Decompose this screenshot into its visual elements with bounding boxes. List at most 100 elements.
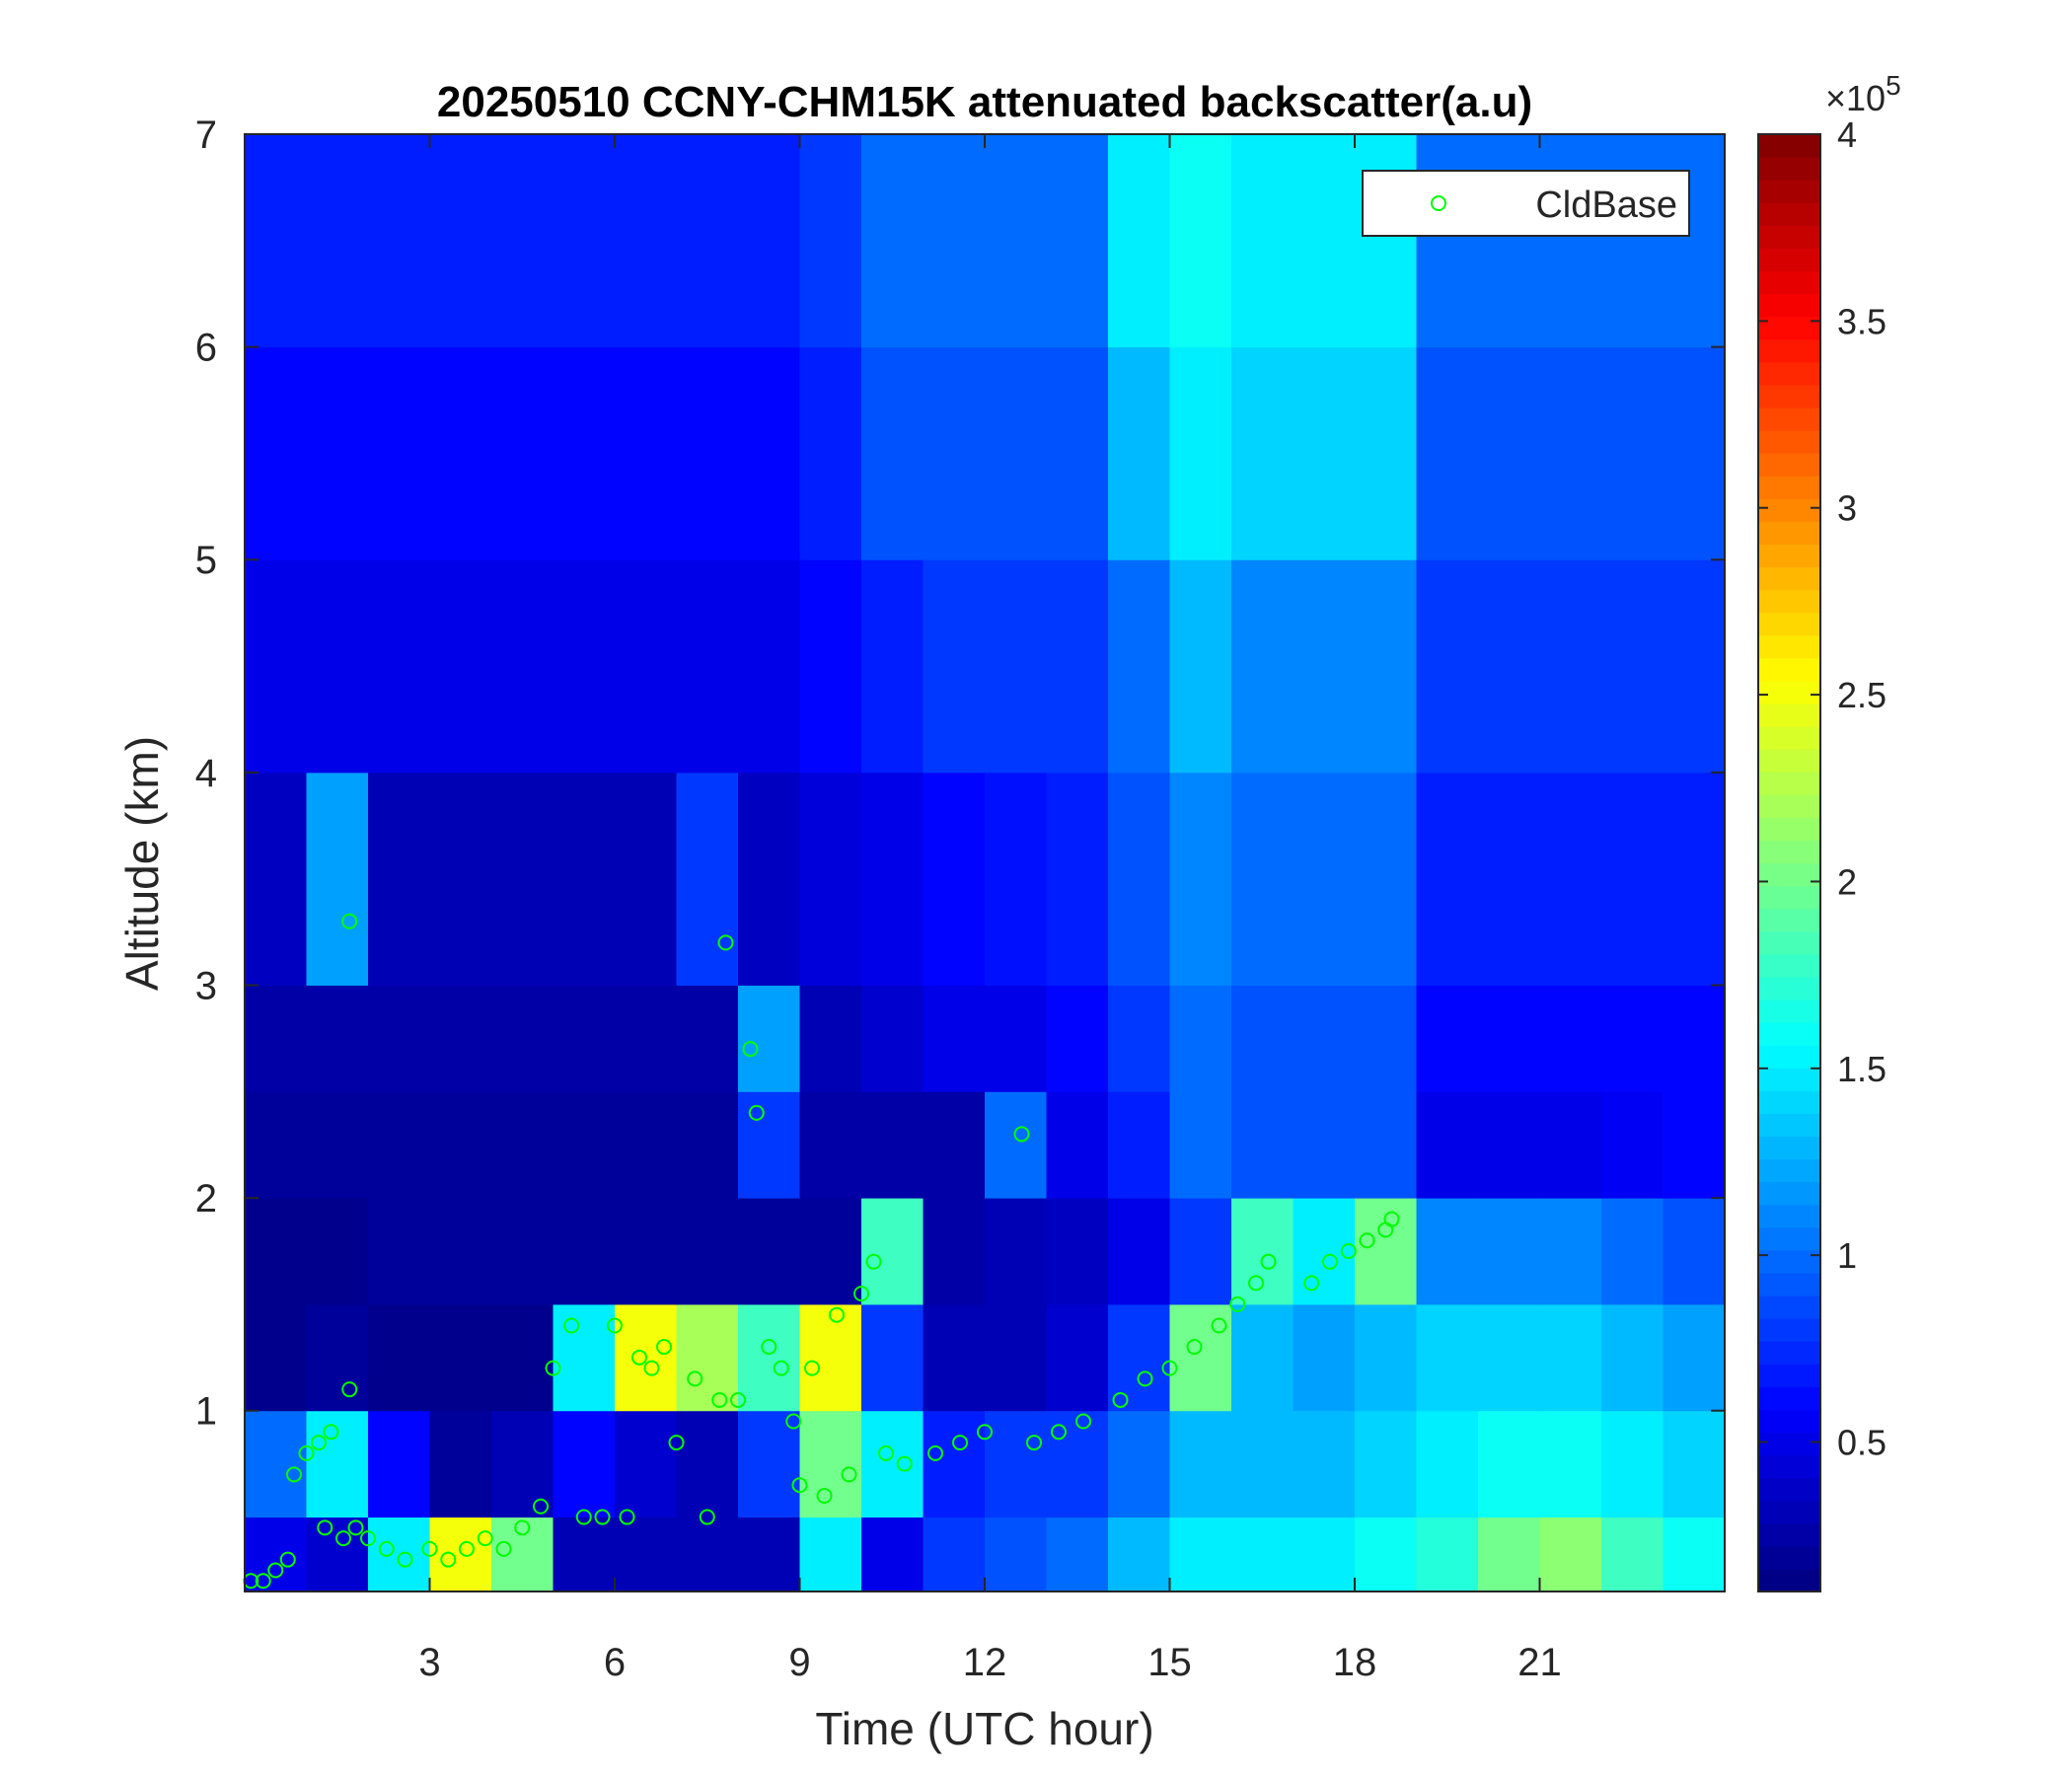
heatmap-cell — [553, 346, 616, 560]
heatmap-cell — [1293, 346, 1356, 560]
cloud-base-point — [952, 1435, 968, 1451]
colorbar-segment — [1758, 1226, 1820, 1251]
heatmap-cell — [1478, 559, 1540, 774]
colorbar-segment — [1758, 498, 1820, 522]
heatmap-cell — [553, 134, 616, 348]
heatmap-cell — [245, 1303, 307, 1412]
heatmap-cell — [553, 1517, 616, 1592]
colorbar-segment — [1758, 1500, 1820, 1524]
heatmap-cell — [1663, 772, 1726, 986]
heatmap-cell — [923, 346, 986, 560]
colorbar-segment — [1758, 885, 1820, 910]
cloud-base-point — [1303, 1275, 1320, 1292]
colorbar-segment — [1758, 521, 1820, 546]
heatmap-cell — [491, 985, 554, 1092]
heatmap-cell — [615, 1198, 677, 1305]
heatmap-cell — [738, 1303, 800, 1412]
y-tick-label: 2 — [195, 1177, 217, 1221]
colorbar-segment — [1758, 1249, 1820, 1274]
heatmap-cell — [1539, 1303, 1602, 1412]
cloud-base-point — [829, 1306, 845, 1323]
cloud-base-point — [267, 1562, 284, 1579]
heatmap-cell — [429, 1410, 492, 1518]
colorbar-segment — [1758, 157, 1820, 181]
heatmap-cell — [1046, 1303, 1109, 1412]
heatmap-cell — [1231, 134, 1294, 348]
cloud-base-point — [1211, 1317, 1227, 1334]
heatmap-cell — [1663, 346, 1726, 560]
heatmap-cell — [306, 346, 369, 560]
colorbar-segment — [1758, 908, 1820, 932]
cloud-base-point — [1075, 1413, 1091, 1430]
colorbar-segment — [1758, 840, 1820, 864]
cloud-base-point — [1229, 1295, 1246, 1312]
heatmap-cell — [799, 985, 862, 1092]
heatmap-cell — [985, 346, 1047, 560]
heatmap-cell — [861, 772, 924, 986]
heatmap-cell — [1416, 559, 1479, 774]
heatmap-cell — [429, 772, 492, 986]
heatmap-cell — [306, 985, 369, 1092]
heatmap-cell — [245, 985, 307, 1092]
heatmap-cell — [1108, 772, 1170, 986]
heatmap-cell — [985, 1517, 1047, 1592]
cloud-base-point — [563, 1317, 580, 1334]
heatmap-cell — [1293, 772, 1356, 986]
heatmap-cell — [1416, 772, 1479, 986]
colorbar-multiplier-base: ×10 — [1825, 78, 1886, 118]
x-tick-label: 18 — [1333, 1641, 1377, 1684]
cloud-base-point — [785, 1413, 802, 1430]
heatmap-cell — [368, 134, 430, 348]
cloud-base-point — [378, 1540, 395, 1557]
heatmap-cell — [1046, 1091, 1109, 1199]
cloud-base-point — [699, 1509, 715, 1525]
heatmap-cell — [676, 346, 739, 560]
colorbar-segment — [1758, 476, 1820, 499]
heatmap-cell — [1231, 346, 1294, 560]
heatmap-cell — [306, 772, 369, 986]
heatmap-cell — [615, 1410, 677, 1518]
heatmap-cell — [1416, 1091, 1479, 1199]
heatmap-cell — [1601, 1198, 1664, 1305]
heatmap-cell — [1539, 1198, 1602, 1305]
cloud-base-point — [804, 1360, 820, 1376]
cloud-base-point — [773, 1360, 789, 1376]
heatmap-cell — [491, 134, 554, 348]
heatmap-cell — [1478, 772, 1540, 986]
colorbar-segment — [1758, 976, 1820, 1000]
legend-marker — [1431, 195, 1446, 211]
heatmap-cell — [985, 1303, 1047, 1412]
cloud-base-point — [495, 1540, 512, 1557]
heatmap-cell — [368, 1198, 430, 1305]
colorbar-segment — [1758, 634, 1820, 659]
y-axis-label: Altitude (km) — [116, 736, 168, 991]
heatmap-cell — [1416, 134, 1479, 348]
colorbar-segment — [1758, 453, 1820, 477]
heatmap-cell — [429, 1517, 492, 1592]
heatmap-cell — [799, 134, 862, 348]
heatmap-cell — [861, 559, 924, 774]
cloud-base-point — [730, 1391, 746, 1408]
heatmap-cell — [1416, 1517, 1479, 1592]
cloud-base-point — [631, 1349, 647, 1366]
heatmap-cell — [1046, 1198, 1109, 1305]
heatmap-cell — [676, 1517, 739, 1592]
heatmap-cell — [553, 1198, 616, 1305]
heatmap-cell — [1169, 559, 1232, 774]
cloud-base-point — [514, 1519, 531, 1536]
heatmap-cell — [1231, 772, 1294, 986]
cloud-base-point — [1340, 1243, 1357, 1260]
heatmap-cell — [1108, 134, 1170, 348]
heatmap-cell — [491, 559, 554, 774]
heatmap-cell — [1355, 346, 1417, 560]
colorbar-segment — [1758, 1477, 1820, 1502]
heatmap-cell — [923, 559, 986, 774]
cloud-base-point — [643, 1360, 660, 1376]
colorbar-segment — [1758, 749, 1820, 773]
heatmap-cell — [553, 1410, 616, 1518]
colorbar-segment — [1758, 1295, 1820, 1319]
cloud-base-point — [1322, 1253, 1338, 1270]
colorbar-segment — [1758, 1341, 1820, 1365]
heatmap-cell — [1601, 1410, 1664, 1518]
x-tick-label: 15 — [1147, 1641, 1192, 1684]
